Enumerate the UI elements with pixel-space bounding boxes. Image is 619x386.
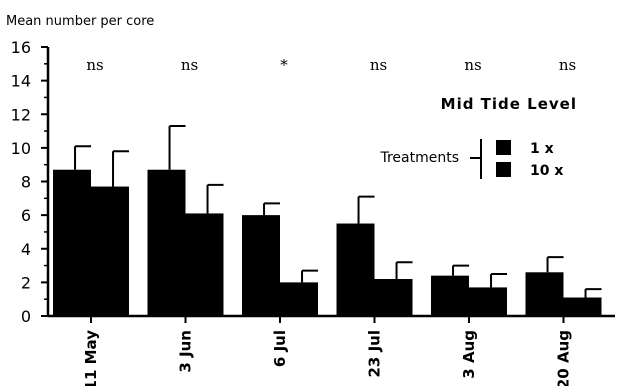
bar-10x xyxy=(280,282,318,316)
bar-1x xyxy=(525,272,564,316)
significance-label: * xyxy=(280,56,288,74)
chart-subtitle: Mid Tide Level xyxy=(441,95,577,113)
y-tick-label: 8 xyxy=(21,173,31,192)
legend-title: Treatments xyxy=(379,150,459,166)
y-tick-label: 12 xyxy=(11,105,31,124)
significance-label: ns xyxy=(181,56,198,74)
legend-label-10x: 10 x xyxy=(530,163,563,179)
significance-label: ns xyxy=(559,56,576,74)
bar-10x xyxy=(469,287,507,316)
y-tick-label: 10 xyxy=(11,139,31,158)
significance-label: ns xyxy=(86,56,103,74)
x-tick-label: 6 Jul xyxy=(271,330,289,367)
y-tick-label: 0 xyxy=(21,307,31,326)
bar-10x xyxy=(185,213,224,316)
x-tick-label: 3 Jun xyxy=(177,330,195,373)
bar-1x xyxy=(336,223,375,316)
bar-10x xyxy=(374,279,413,316)
y-tick-label: 16 xyxy=(11,38,31,57)
x-tick-label: 20 Aug xyxy=(555,330,573,386)
bar-1x xyxy=(147,169,186,316)
significance-label: ns xyxy=(464,56,481,74)
legend: Treatments 1 x 10 x xyxy=(379,139,563,179)
y-tick-label: 6 xyxy=(21,206,31,225)
y-tick-label: 14 xyxy=(11,72,31,91)
x-tick-label: 11 May xyxy=(82,330,100,386)
bar-1x xyxy=(242,215,280,316)
legend-swatch-1x xyxy=(496,140,511,155)
y-tick-label: 4 xyxy=(21,240,31,259)
plot-area: 0 2 4 6 8 10 12 14 16 ns 11 May ns 3 Jun * 6 Jul ns 23 J… xyxy=(11,38,615,386)
bar-10x xyxy=(91,186,129,316)
significance-label: ns xyxy=(370,56,387,74)
y-axis-title: Mean number per core xyxy=(6,14,154,29)
y-tick-label: 2 xyxy=(21,273,31,292)
bar-1x xyxy=(431,275,469,316)
bar-1x xyxy=(53,169,91,316)
legend-label-1x: 1 x xyxy=(530,141,554,157)
x-tick-label: 3 Aug xyxy=(460,330,478,379)
x-tick-label: 23 Jul xyxy=(366,330,384,378)
bar-10x xyxy=(563,297,602,316)
legend-swatch-10x xyxy=(496,162,511,177)
